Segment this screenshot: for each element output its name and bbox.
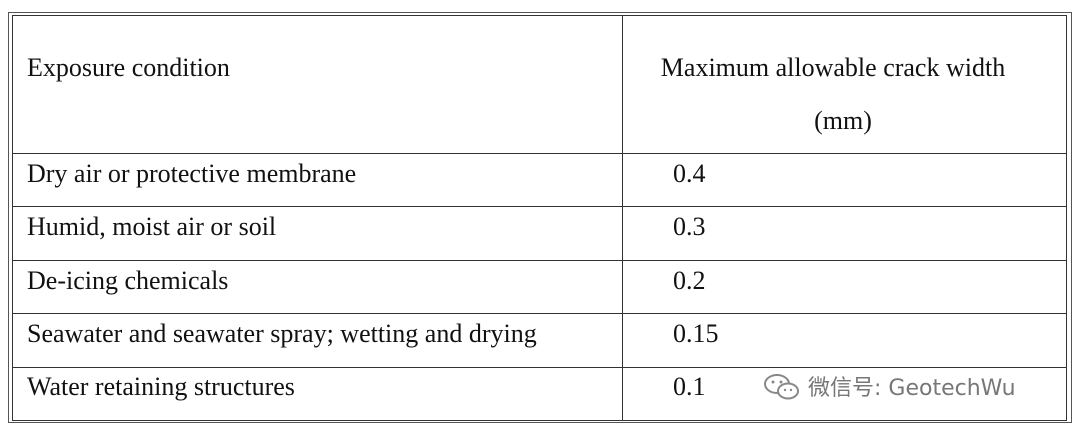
wechat-icon xyxy=(764,374,799,400)
column-divider xyxy=(622,15,623,420)
table-cell: 0.3 xyxy=(673,212,706,241)
table-cell: 0.2 xyxy=(673,266,706,295)
table-cell: 0.4 xyxy=(673,159,706,188)
table-cell: 0.1 xyxy=(673,372,706,401)
row-line xyxy=(12,260,1066,261)
table-frame xyxy=(8,12,1072,423)
row-line xyxy=(12,206,1066,207)
row-line xyxy=(12,313,1066,314)
table-cell: Humid, moist air or soil xyxy=(27,212,277,241)
table-border xyxy=(12,15,1067,421)
table-cell: Seawater and seawater spray; wetting and… xyxy=(27,319,537,348)
row-line xyxy=(12,367,1066,368)
header-cell: Maximum allowable crack width xyxy=(660,53,1006,82)
watermark: 微信号: GeotechWu xyxy=(808,376,1016,401)
table-cell: 0.15 xyxy=(673,319,719,348)
table-cell: Dry air or protective membrane xyxy=(27,159,357,188)
header-cell: (mm) xyxy=(814,106,872,135)
row-line xyxy=(12,153,1066,154)
table-cell: De-icing chemicals xyxy=(27,266,229,295)
header-cell: Exposure condition xyxy=(27,53,230,82)
table-cell: Water retaining structures xyxy=(27,372,295,401)
